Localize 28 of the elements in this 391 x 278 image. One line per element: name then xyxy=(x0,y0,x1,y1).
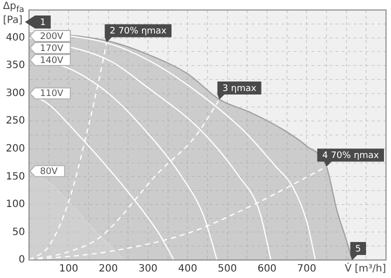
x-tick-label: 100 xyxy=(59,264,78,275)
x-tick-label: 500 xyxy=(218,264,237,275)
x-axis-title: V̇ [m³/h] xyxy=(344,262,386,275)
y-tick-label: 100 xyxy=(6,199,25,210)
y-tick-label: 350 xyxy=(6,60,25,72)
y-tick-label: 300 xyxy=(6,88,25,99)
legend-label: 170V xyxy=(40,44,64,54)
y-tick-label: 250 xyxy=(6,116,25,127)
x-tick-label: 700 xyxy=(297,264,316,275)
x-tick-label: 300 xyxy=(138,264,158,275)
series-label: 80V xyxy=(40,166,58,177)
y-axis-title: Δp$_{fa}$ [Pa] xyxy=(3,1,24,27)
annotation: 2 70% ηmax xyxy=(110,26,168,37)
y-tick-label: 0 xyxy=(18,254,25,266)
series-label: 200V xyxy=(40,32,64,42)
y-tick-label: 50 xyxy=(12,226,25,238)
x-tick-label: 400 xyxy=(178,264,198,275)
x-tick-label: 200 xyxy=(98,264,118,275)
legend-label: 140V xyxy=(40,56,64,66)
series-label: 110V xyxy=(40,89,64,100)
y-tick-label: 200 xyxy=(6,143,25,154)
annotation: 4 70% ηmax xyxy=(322,151,380,162)
y-tick-label: 150 xyxy=(6,171,25,182)
y-tick-label: 400 xyxy=(6,32,25,44)
annotation: 3 ηmax xyxy=(222,84,257,94)
annotation: 5 xyxy=(355,244,362,254)
annotation: 1 xyxy=(40,18,46,28)
x-tick-label: 600 xyxy=(257,264,277,275)
